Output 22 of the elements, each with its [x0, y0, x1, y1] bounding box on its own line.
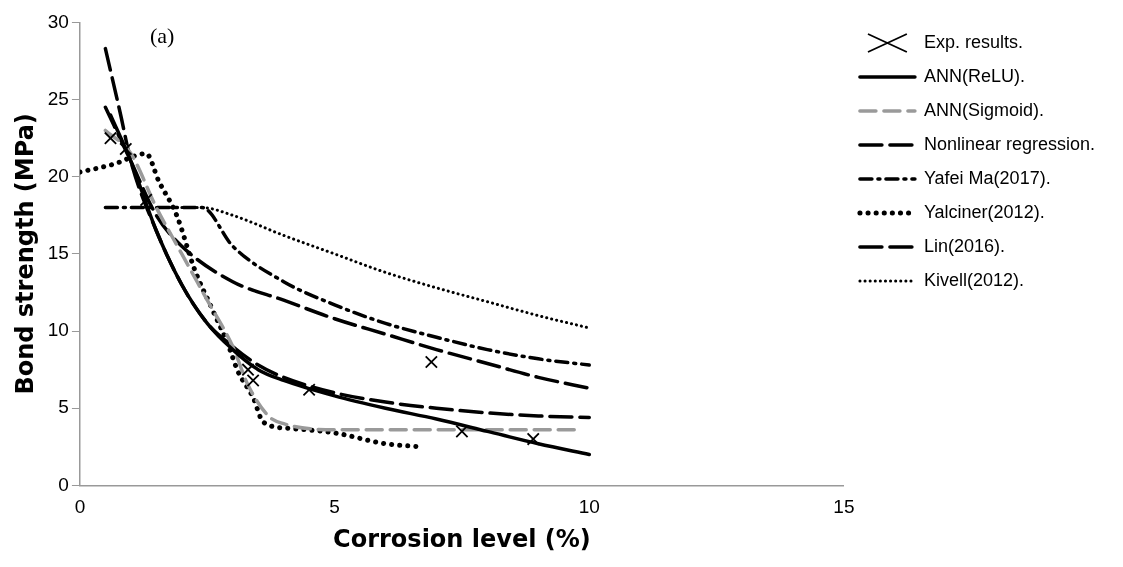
- legend-label: Yafei Ma(2017).: [923, 167, 1051, 188]
- y-tick-label: 5: [58, 396, 69, 418]
- x-axis-title: Corrosion level (%): [333, 524, 591, 553]
- x-tick-label: 0: [74, 496, 86, 518]
- x-tick-label: 15: [833, 496, 855, 518]
- legend-label: Lin(2016).: [923, 235, 1005, 256]
- y-tick-label: 20: [47, 164, 69, 186]
- x-tick-label: 10: [578, 496, 600, 518]
- legend-label: Nonlinear regression.: [923, 133, 1096, 154]
- y-tick-label: 10: [47, 319, 69, 341]
- y-tick-label: 0: [58, 473, 69, 495]
- legend-label: Yalciner(2012).: [923, 201, 1045, 222]
- y-tick-label: 25: [47, 87, 69, 109]
- annotation: (a): [149, 23, 175, 49]
- legend-label: ANN(ReLU).: [923, 65, 1025, 86]
- y-tick-label: 15: [47, 242, 69, 264]
- legend-label: ANN(Sigmoid).: [923, 99, 1044, 120]
- legend-label: Kivell(2012).: [923, 269, 1024, 290]
- y-tick-label: 30: [47, 10, 69, 32]
- y-axis-title: Bond strength (MPa): [10, 113, 39, 395]
- legend-label: Exp. results.: [923, 31, 1023, 52]
- x-tick-label: 5: [329, 496, 340, 518]
